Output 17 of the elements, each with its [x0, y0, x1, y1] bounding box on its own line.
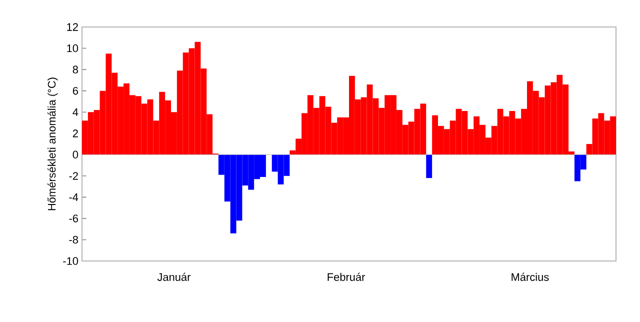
- y-tick-label: -6: [69, 214, 78, 222]
- y-axis-title: Hőmérsékleti anomália (°C): [47, 78, 58, 210]
- y-tick-label: -8: [69, 236, 78, 244]
- y-tick-label: -2: [69, 172, 78, 180]
- y-tick-label: 2: [72, 130, 78, 138]
- y-tick-label: 10: [67, 44, 78, 52]
- bar: [426, 154, 432, 178]
- y-tick-label: 8: [72, 66, 78, 74]
- y-tick-label: 6: [72, 86, 78, 95]
- y-tick-label: 0: [72, 150, 78, 159]
- y-tick-label: -10: [63, 257, 78, 265]
- y-tick-label: 12: [67, 23, 78, 31]
- x-tick-label: Február: [328, 272, 366, 281]
- y-tick-label: 4: [72, 108, 78, 116]
- x-tick-label: Január: [157, 272, 191, 281]
- y-tick-label: -4: [69, 193, 78, 201]
- x-tick-label: Március: [512, 272, 549, 281]
